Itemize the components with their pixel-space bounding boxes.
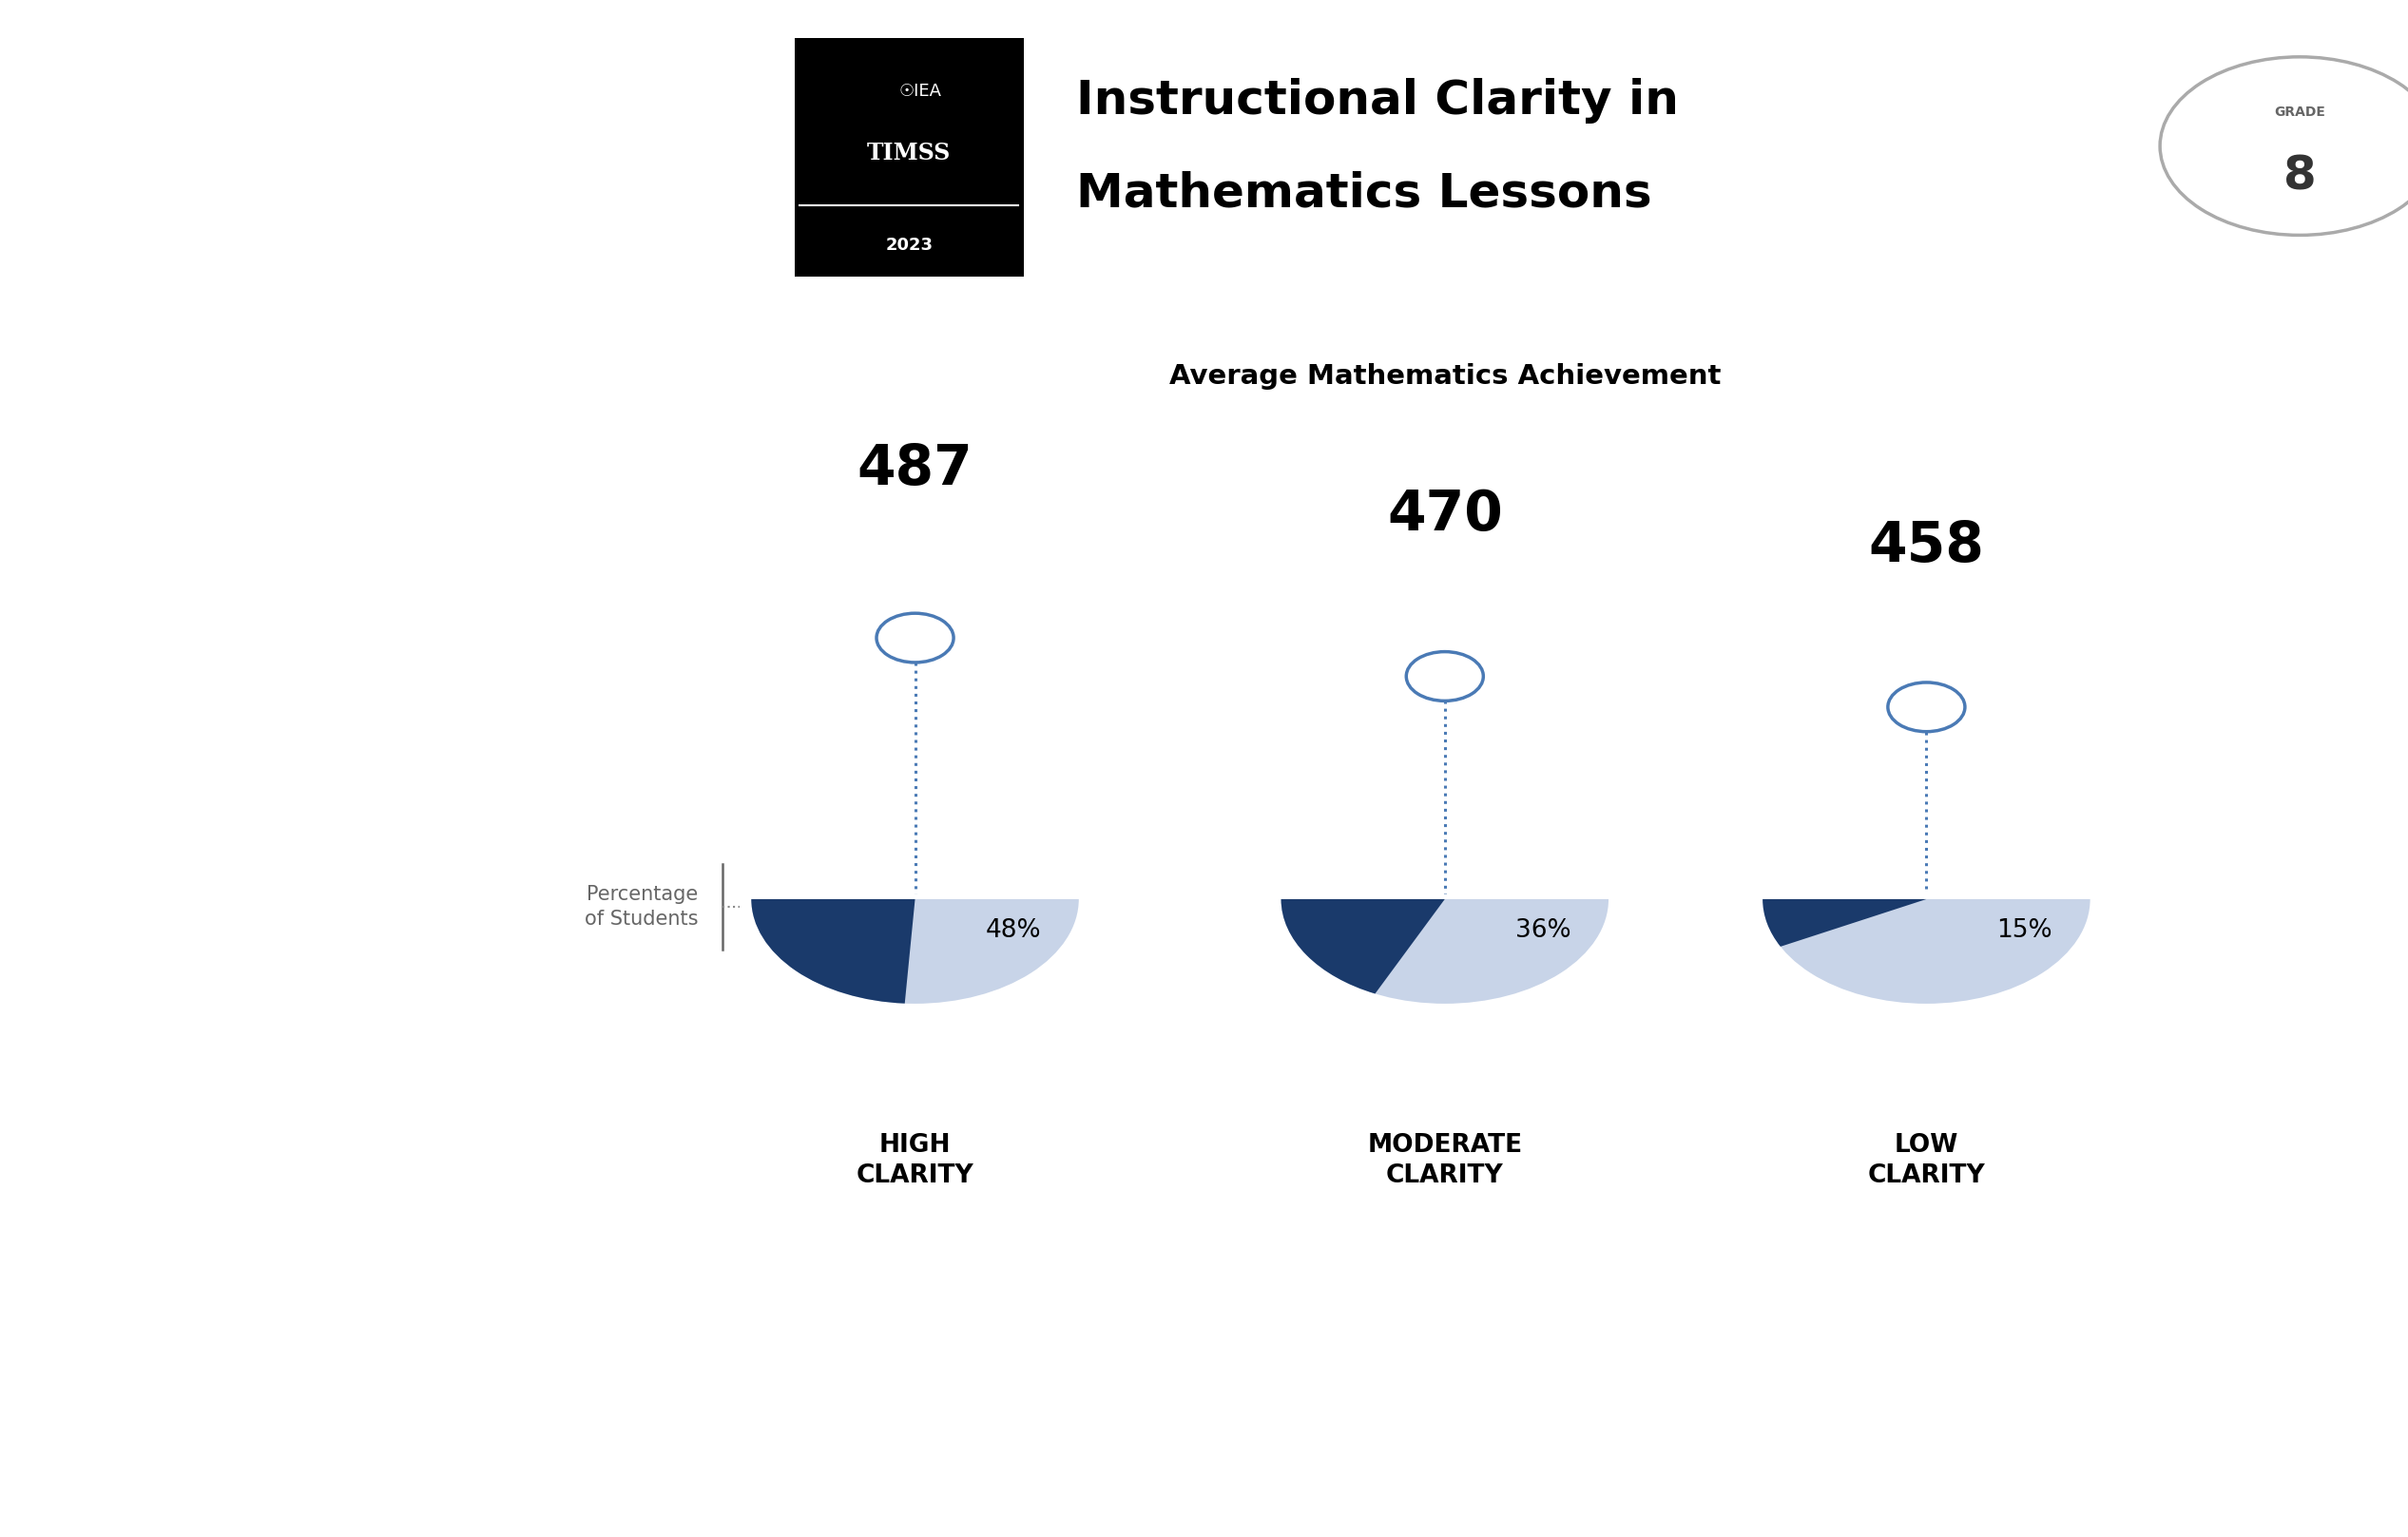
Text: Instructional Clarity in: Instructional Clarity in (1076, 77, 1678, 123)
Wedge shape (1763, 899, 2090, 1004)
Text: 2023: 2023 (886, 237, 932, 254)
Text: 48%: 48% (985, 918, 1040, 942)
Text: Average Mathematics Achievement: Average Mathematics Achievement (1168, 363, 1722, 390)
Text: 470: 470 (1387, 487, 1503, 543)
Text: LOW
CLARITY: LOW CLARITY (1869, 1133, 1984, 1188)
Text: TIMSS: TIMSS (867, 141, 951, 164)
Text: Mathematics Lessons: Mathematics Lessons (1076, 171, 1652, 217)
Circle shape (1888, 682, 1965, 732)
Wedge shape (1281, 899, 1445, 994)
Text: Percentage
of Students: Percentage of Students (585, 885, 698, 928)
Wedge shape (1763, 899, 1926, 947)
FancyBboxPatch shape (795, 38, 1023, 277)
Wedge shape (751, 899, 1079, 1004)
Text: HIGH
CLARITY: HIGH CLARITY (857, 1133, 973, 1188)
Circle shape (2160, 57, 2408, 235)
Wedge shape (1281, 899, 1609, 1004)
Circle shape (1406, 652, 1483, 701)
Circle shape (877, 613, 954, 662)
Text: MODERATE
CLARITY: MODERATE CLARITY (1368, 1133, 1522, 1188)
Text: 8: 8 (2283, 154, 2316, 200)
Text: 15%: 15% (1996, 918, 2052, 942)
Text: ☉IEA: ☉IEA (898, 83, 942, 100)
Text: 487: 487 (857, 441, 973, 496)
Text: 458: 458 (1869, 518, 1984, 573)
Text: GRADE: GRADE (2273, 106, 2326, 118)
Text: 36%: 36% (1515, 918, 1570, 942)
Wedge shape (751, 899, 915, 1004)
